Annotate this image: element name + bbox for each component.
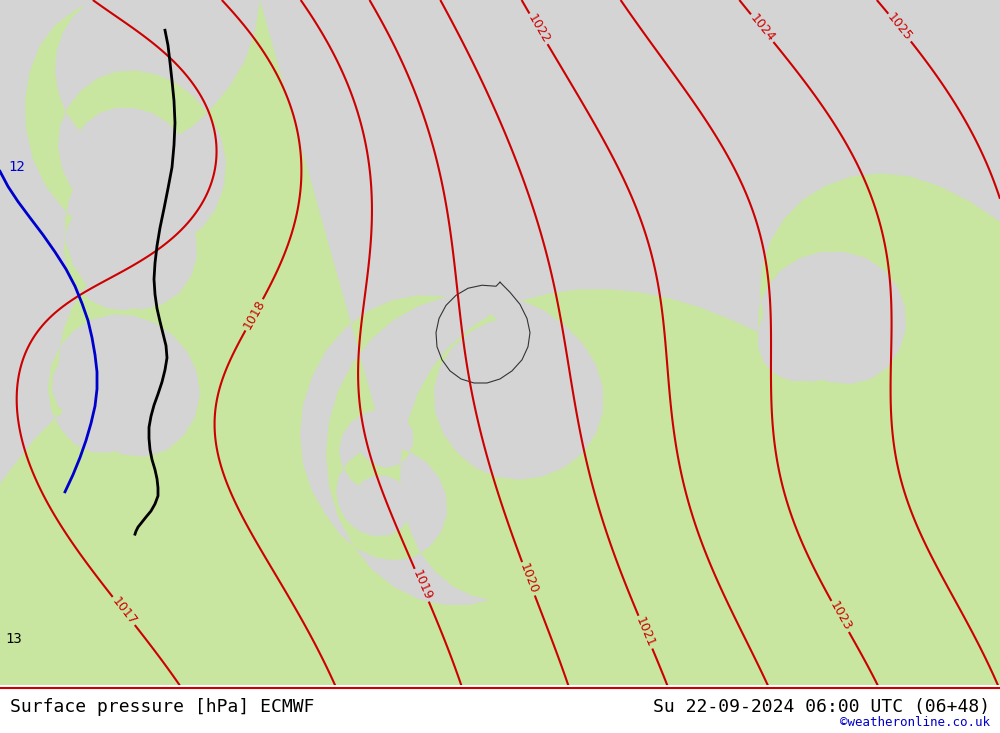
Text: 1017: 1017	[109, 594, 139, 627]
Text: 1020: 1020	[517, 561, 540, 596]
Text: 1025: 1025	[885, 11, 915, 44]
Text: ©weatheronline.co.uk: ©weatheronline.co.uk	[840, 716, 990, 729]
Text: 13: 13	[5, 632, 22, 646]
Text: 1024: 1024	[747, 12, 777, 45]
Text: 1018: 1018	[241, 298, 268, 332]
Text: Surface pressure [hPa] ECMWF: Surface pressure [hPa] ECMWF	[10, 698, 314, 716]
Text: 1021: 1021	[633, 615, 657, 649]
Text: 1019: 1019	[410, 568, 434, 603]
Text: 1022: 1022	[525, 12, 552, 45]
Polygon shape	[0, 0, 260, 484]
Polygon shape	[260, 0, 1000, 605]
Text: Su 22-09-2024 06:00 UTC (06+48): Su 22-09-2024 06:00 UTC (06+48)	[653, 698, 990, 716]
Text: 1023: 1023	[827, 600, 854, 633]
Text: 12: 12	[8, 161, 25, 174]
